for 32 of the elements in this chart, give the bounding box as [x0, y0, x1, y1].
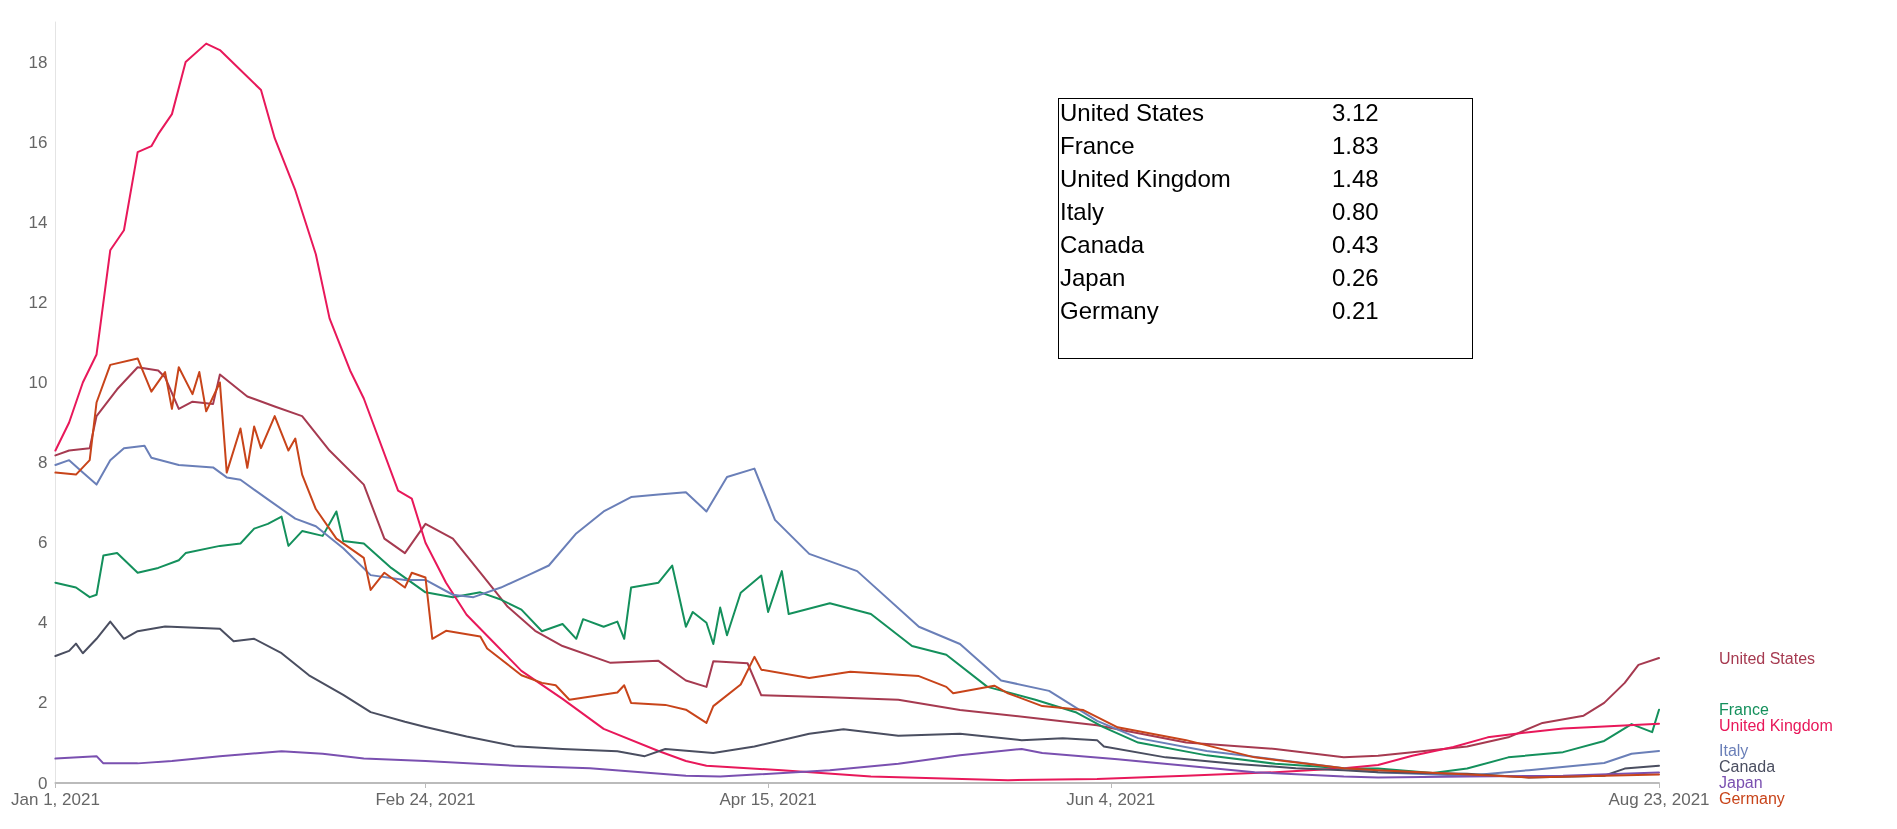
- text: United States: [1719, 649, 1816, 667]
- y-tick-label: 10: [28, 372, 48, 392]
- x-tick-label: Jun 4, 2021: [1066, 790, 1156, 809]
- text: Germany: [1719, 790, 1785, 808]
- y-tick-label: 0: [37, 773, 48, 793]
- text: France: [1719, 701, 1769, 719]
- text: Japan 0.26: [1060, 263, 1379, 291]
- text: United Kingdom 1.48: [1060, 164, 1379, 192]
- y-tick-label: 2: [37, 693, 48, 713]
- y-tick-label: 6: [37, 533, 48, 553]
- text: Canada: [1719, 758, 1776, 776]
- text: Japan: [1719, 774, 1763, 792]
- y-tick-label: 8: [37, 453, 48, 473]
- y-tick-label: 16: [28, 132, 48, 152]
- text: Italy 0.80: [1060, 197, 1379, 225]
- text: France 1.83: [1060, 131, 1379, 159]
- x-tick-label: Aug 23, 2021: [1608, 790, 1710, 809]
- y-tick-label: 12: [28, 292, 48, 312]
- x-tick-label: Feb 24, 2021: [375, 790, 476, 809]
- text: United Kingdom: [1719, 717, 1833, 735]
- text: Italy: [1719, 742, 1749, 760]
- y-tick-label: 18: [28, 52, 48, 72]
- line-series: [54, 510, 1660, 774]
- text: Germany 0.21: [1060, 296, 1379, 324]
- text: United States 3.12: [1060, 98, 1379, 126]
- y-tick-label: 4: [37, 613, 48, 633]
- text: Canada 0.43: [1060, 230, 1379, 258]
- y-tick-label: 14: [28, 212, 48, 232]
- x-tick-label: Apr 15, 2021: [719, 790, 817, 809]
- x-tick-label: Jan 1, 2021: [11, 790, 100, 809]
- line-series: [54, 747, 1660, 779]
- line-series: [54, 444, 1660, 777]
